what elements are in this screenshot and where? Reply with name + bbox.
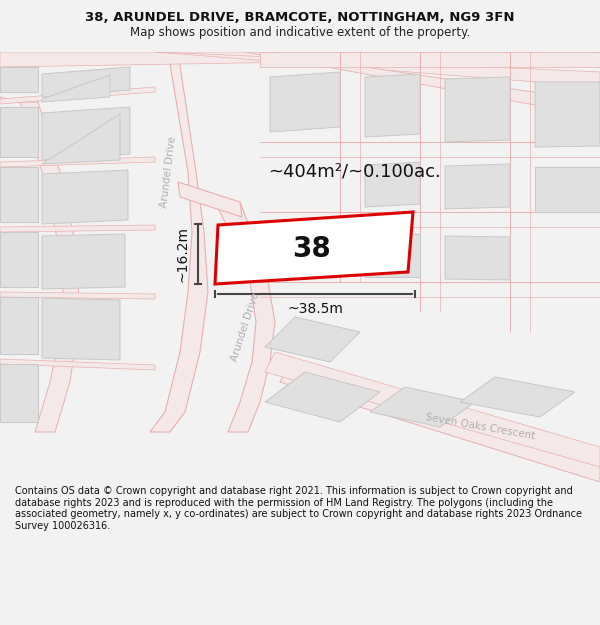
Polygon shape [0, 167, 38, 222]
Polygon shape [42, 170, 128, 224]
Polygon shape [365, 74, 420, 137]
Polygon shape [215, 202, 275, 432]
Polygon shape [150, 52, 208, 432]
Polygon shape [0, 107, 38, 157]
Polygon shape [535, 82, 600, 147]
Polygon shape [42, 107, 130, 160]
Polygon shape [365, 162, 420, 207]
Polygon shape [365, 234, 420, 277]
Polygon shape [265, 372, 380, 422]
Polygon shape [0, 225, 155, 232]
Text: Seven Oaks Crescent: Seven Oaks Crescent [424, 412, 536, 442]
Text: ~404m²/~0.100ac.: ~404m²/~0.100ac. [269, 163, 442, 181]
Polygon shape [0, 232, 38, 287]
Polygon shape [42, 114, 120, 164]
Polygon shape [280, 362, 600, 482]
Polygon shape [0, 87, 155, 104]
Polygon shape [260, 52, 600, 67]
Polygon shape [42, 234, 125, 289]
Polygon shape [245, 52, 600, 117]
Polygon shape [0, 97, 80, 432]
Polygon shape [0, 359, 155, 370]
Polygon shape [445, 236, 510, 280]
Polygon shape [42, 75, 110, 102]
Polygon shape [0, 67, 38, 92]
Text: ~38.5m: ~38.5m [287, 302, 343, 316]
Text: Arundel Drive: Arundel Drive [229, 291, 261, 362]
Polygon shape [370, 387, 475, 427]
Polygon shape [0, 157, 155, 167]
Text: 38: 38 [293, 235, 331, 263]
Text: 38, ARUNDEL DRIVE, BRAMCOTE, NOTTINGHAM, NG9 3FN: 38, ARUNDEL DRIVE, BRAMCOTE, NOTTINGHAM,… [85, 11, 515, 24]
Text: Contains OS data © Crown copyright and database right 2021. This information is : Contains OS data © Crown copyright and d… [15, 486, 582, 531]
Polygon shape [155, 52, 600, 87]
Text: Arundel Drive: Arundel Drive [158, 136, 178, 208]
Polygon shape [178, 182, 242, 217]
Polygon shape [270, 72, 340, 132]
Polygon shape [445, 164, 510, 209]
Text: ~16.2m: ~16.2m [176, 226, 190, 282]
Polygon shape [0, 292, 155, 299]
Polygon shape [215, 212, 413, 284]
Polygon shape [0, 297, 38, 354]
Polygon shape [445, 77, 510, 142]
Polygon shape [42, 298, 120, 360]
Polygon shape [42, 67, 130, 97]
Polygon shape [265, 317, 360, 362]
Polygon shape [0, 52, 600, 67]
Text: Map shows position and indicative extent of the property.: Map shows position and indicative extent… [130, 26, 470, 39]
Polygon shape [0, 364, 38, 422]
Polygon shape [535, 167, 600, 212]
Polygon shape [460, 377, 575, 417]
Polygon shape [265, 352, 600, 467]
